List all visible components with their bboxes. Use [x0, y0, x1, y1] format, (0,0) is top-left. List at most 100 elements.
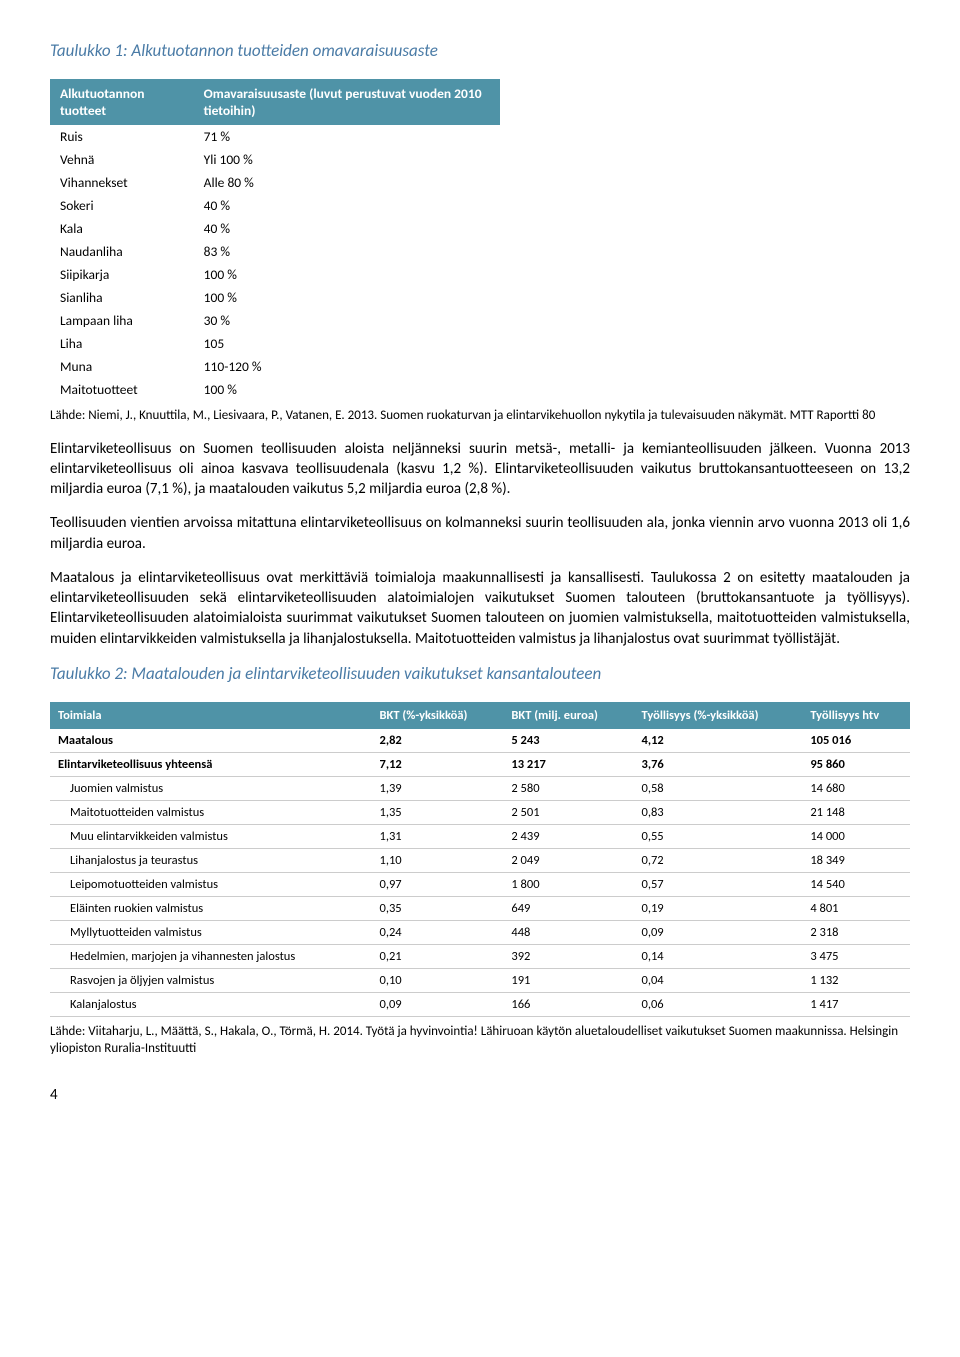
t2-cell: 3 475 [802, 944, 910, 968]
table1-title: Taulukko 1: Alkutuotannon tuotteiden oma… [50, 40, 910, 61]
table-row: Lampaan liha30 % [50, 309, 500, 332]
t2-cell: 1,31 [372, 824, 504, 848]
t2-cell: 0,55 [634, 824, 803, 848]
t2-cell: 4 801 [802, 896, 910, 920]
t2-cell: 649 [503, 896, 633, 920]
t2-cell: 0,35 [372, 896, 504, 920]
table2-citation: Lähde: Viitaharju, L., Määttä, S., Hakal… [50, 1023, 910, 1058]
t2-cell: Elintarviketeollisuus yhteensä [50, 752, 372, 776]
t1-cell-value: 40 % [194, 217, 500, 240]
t2-cell: 13 217 [503, 752, 633, 776]
t2-cell: 2 501 [503, 800, 633, 824]
t2-h1: BKT (%-yksikköä) [372, 702, 504, 729]
t2-cell: 448 [503, 920, 633, 944]
table-row: VehnäYli 100 % [50, 148, 500, 171]
t2-cell: 4,12 [634, 729, 803, 753]
page-number: 4 [50, 1086, 910, 1104]
table-row: Sokeri40 % [50, 194, 500, 217]
table-row: Maatalous2,825 2434,12105 016 [50, 729, 910, 753]
t1-header-value: Omavaraisuusaste (luvut perustuvat vuode… [194, 79, 500, 125]
table-row: Sianliha100 % [50, 286, 500, 309]
t2-cell: 0,58 [634, 776, 803, 800]
t1-cell-product: Vehnä [50, 148, 194, 171]
t1-cell-value: 83 % [194, 240, 500, 263]
t2-cell: 2 580 [503, 776, 633, 800]
t2-cell: 2,82 [372, 729, 504, 753]
t1-cell-product: Lampaan liha [50, 309, 194, 332]
t2-cell: 1,10 [372, 848, 504, 872]
t2-cell: 105 016 [802, 729, 910, 753]
t1-cell-value: 30 % [194, 309, 500, 332]
t2-cell: Juomien valmistus [50, 776, 372, 800]
paragraph-2: Teollisuuden vientien arvoissa mitattuna… [50, 513, 910, 554]
t2-h2: BKT (milj. euroa) [503, 702, 633, 729]
t2-h3: Työllisyys (%-yksikköä) [634, 702, 803, 729]
table-row: VihanneksetAlle 80 % [50, 171, 500, 194]
t2-cell: 0,57 [634, 872, 803, 896]
table-row: Elintarviketeollisuus yhteensä7,1213 217… [50, 752, 910, 776]
t1-cell-product: Kala [50, 217, 194, 240]
t1-cell-value: 71 % [194, 125, 500, 148]
t2-h0: Toimiala [50, 702, 372, 729]
t1-cell-product: Ruis [50, 125, 194, 148]
table-row: Liha105 [50, 332, 500, 355]
t1-cell-product: Maitotuotteet [50, 378, 194, 401]
t2-cell: 7,12 [372, 752, 504, 776]
t2-cell: 2 318 [802, 920, 910, 944]
t2-cell: Hedelmien, marjojen ja vihannesten jalos… [50, 944, 372, 968]
table-row: Siipikarja100 % [50, 263, 500, 286]
t1-header-product: Alkutuotannon tuotteet [50, 79, 194, 125]
t2-cell: Maatalous [50, 729, 372, 753]
table-row: Eläinten ruokien valmistus0,356490,194 8… [50, 896, 910, 920]
t2-cell: 0,04 [634, 968, 803, 992]
t1-cell-value: 40 % [194, 194, 500, 217]
t1-cell-product: Sianliha [50, 286, 194, 309]
t2-cell: Maitotuotteiden valmistus [50, 800, 372, 824]
paragraph-3: Maatalous ja elintarviketeollisuus ovat … [50, 568, 910, 649]
t2-cell: 14 540 [802, 872, 910, 896]
t2-cell: 1 132 [802, 968, 910, 992]
t2-cell: Lihanjalostus ja teurastus [50, 848, 372, 872]
t2-cell: 0,06 [634, 992, 803, 1016]
t2-cell: Rasvojen ja öljyjen valmistus [50, 968, 372, 992]
t2-cell: 0,21 [372, 944, 504, 968]
t2-cell: Kalanjalostus [50, 992, 372, 1016]
t1-cell-product: Liha [50, 332, 194, 355]
t2-cell: 14 680 [802, 776, 910, 800]
t2-cell: 392 [503, 944, 633, 968]
table-row: Muu elintarvikkeiden valmistus1,312 4390… [50, 824, 910, 848]
t2-cell: 1 417 [802, 992, 910, 1016]
t2-cell: 166 [503, 992, 633, 1016]
t2-cell: 0,09 [634, 920, 803, 944]
t2-cell: 0,83 [634, 800, 803, 824]
table-row: Lihanjalostus ja teurastus1,102 0490,721… [50, 848, 910, 872]
t2-cell: 2 439 [503, 824, 633, 848]
t2-cell: 21 148 [802, 800, 910, 824]
t2-cell: Myllytuotteiden valmistus [50, 920, 372, 944]
table2: Toimiala BKT (%-yksikköä) BKT (milj. eur… [50, 702, 910, 1017]
t2-cell: 18 349 [802, 848, 910, 872]
t2-cell: 0,10 [372, 968, 504, 992]
t2-cell: 14 000 [802, 824, 910, 848]
t2-h4: Työllisyys htv [802, 702, 910, 729]
t2-cell: 0,09 [372, 992, 504, 1016]
paragraph-1: Elintarviketeollisuus on Suomen teollisu… [50, 439, 910, 500]
t2-cell: 0,19 [634, 896, 803, 920]
table-row: Ruis71 % [50, 125, 500, 148]
table-row: Rasvojen ja öljyjen valmistus0,101910,04… [50, 968, 910, 992]
table-row: Maitotuotteet100 % [50, 378, 500, 401]
t1-cell-value: Alle 80 % [194, 171, 500, 194]
t1-cell-product: Muna [50, 355, 194, 378]
t2-cell: 0,72 [634, 848, 803, 872]
t2-cell: 1,35 [372, 800, 504, 824]
t1-cell-value: Yli 100 % [194, 148, 500, 171]
t2-cell: 191 [503, 968, 633, 992]
t1-cell-value: 110-120 % [194, 355, 500, 378]
t2-cell: Eläinten ruokien valmistus [50, 896, 372, 920]
t1-cell-value: 100 % [194, 378, 500, 401]
t2-cell: 0,97 [372, 872, 504, 896]
t2-cell: 0,24 [372, 920, 504, 944]
table-row: Juomien valmistus1,392 5800,5814 680 [50, 776, 910, 800]
t2-cell: Muu elintarvikkeiden valmistus [50, 824, 372, 848]
table-row: Myllytuotteiden valmistus0,244480,092 31… [50, 920, 910, 944]
